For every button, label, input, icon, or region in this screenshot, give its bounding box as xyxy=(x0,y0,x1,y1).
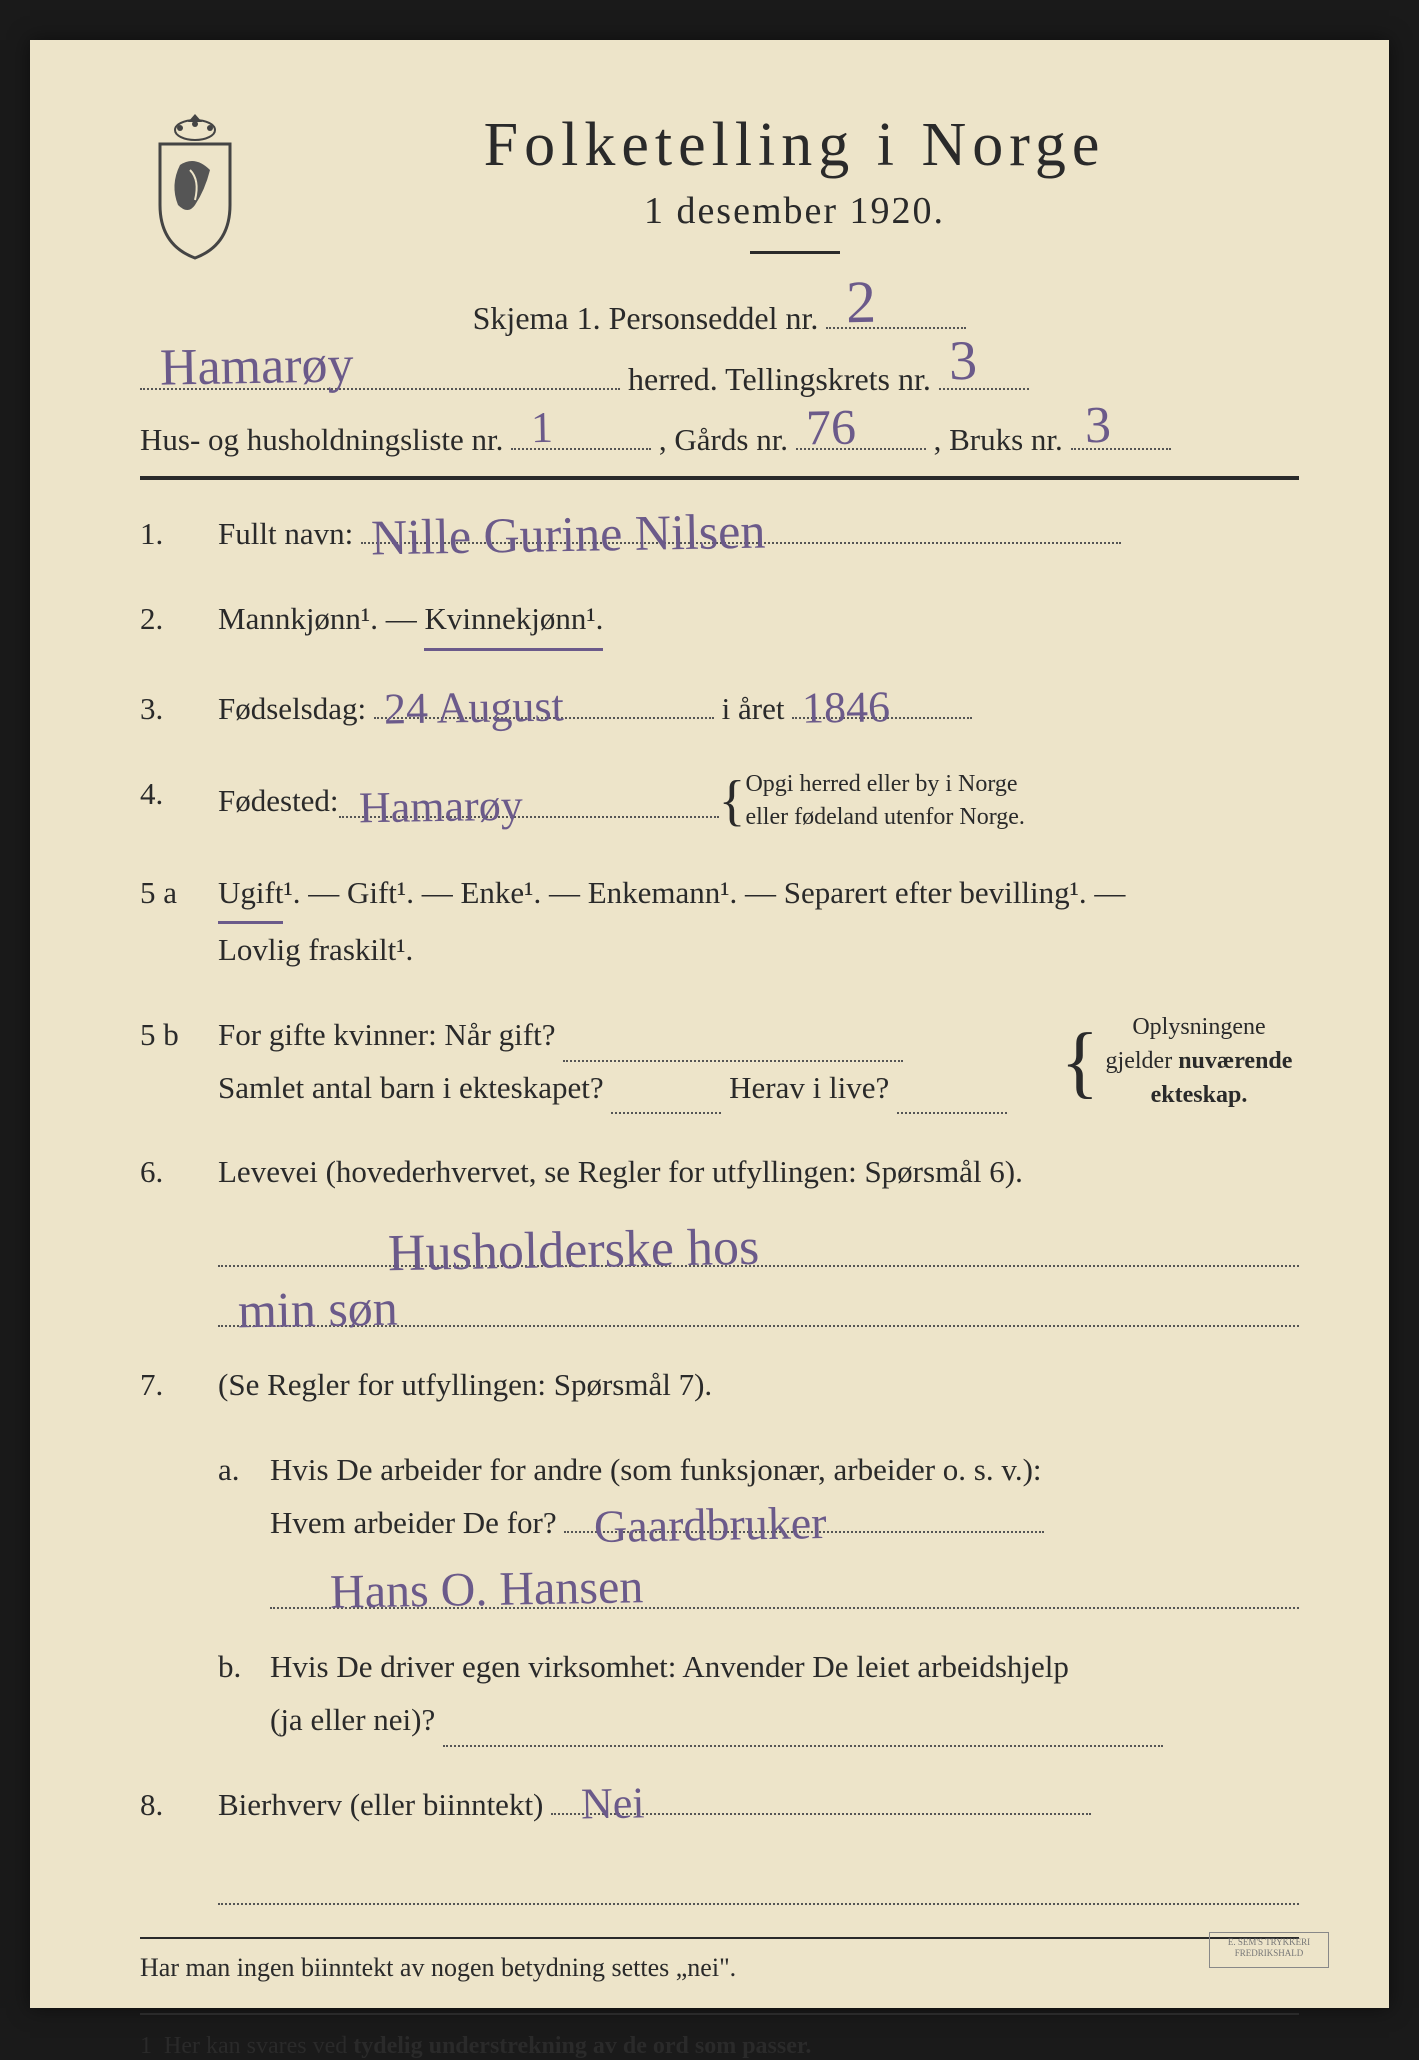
q4-note-l1: Opgi herred eller by i Norge xyxy=(745,771,1017,797)
q5a-selected: Ugift xyxy=(218,867,283,925)
gards-label: , Gårds nr. xyxy=(659,422,788,457)
q8-label: Bierhverv (eller biinntekt) xyxy=(218,1787,543,1822)
q3-num: 3. xyxy=(140,683,200,736)
footer-line1: Har man ingen biinntekt av nogen betydni… xyxy=(140,1953,1299,1983)
q7b-l1: Hvis De driver egen virksomhet: Anvender… xyxy=(270,1649,1069,1684)
q2: 2. Mannkjønn¹. — Kvinnekjønn¹. xyxy=(140,593,1299,651)
bruks-label: , Bruks nr. xyxy=(934,422,1063,457)
q8-value: Nei xyxy=(580,1766,645,1842)
meta-hus-line: Hus- og husholdningsliste nr. 1 , Gårds … xyxy=(140,416,1299,458)
q6: 6. Levevei (hovederhvervet, se Regler fo… xyxy=(140,1146,1299,1327)
q4-num: 4. xyxy=(140,768,200,821)
footer-line2: 1 Her kan svares ved tydelig understrekn… xyxy=(140,2033,1299,2060)
q5b-l2a: Samlet antal barn i ekteskapet? xyxy=(218,1070,604,1105)
q7a: a. Hvis De arbeider for andre (som funks… xyxy=(140,1444,1299,1609)
q4-label: Fødested: xyxy=(218,775,339,828)
title-block: Folketelling i Norge 1 desember 1920. xyxy=(290,110,1299,274)
main-title: Folketelling i Norge xyxy=(290,110,1299,181)
q7: 7. (Se Regler for utfyllingen: Spørsmål … xyxy=(140,1359,1299,1412)
q5b-l2b: Herav i live? xyxy=(729,1070,889,1105)
q5a: 5 a Ugift¹. — Gift¹. — Enke¹. — Enkemann… xyxy=(140,867,1299,977)
herred-value: Hamarøy xyxy=(159,336,353,398)
footer-rule-1 xyxy=(140,1937,1299,1939)
q6-value-l2: min søn xyxy=(237,1266,398,1354)
q5b-body: For gifte kvinner: Når gift? Samlet anta… xyxy=(218,1009,1061,1114)
q4-value: Hamarøy xyxy=(358,769,523,847)
q6-num: 6. xyxy=(140,1146,200,1199)
q1-num: 1. xyxy=(140,508,200,561)
meta-skjema-line: Skjema 1. Personseddel nr. 2 xyxy=(140,294,1299,337)
coat-of-arms-icon xyxy=(140,110,250,260)
q7b: b. Hvis De driver egen virksomhet: Anven… xyxy=(140,1641,1299,1746)
q5b-note-l1: Oplysningene xyxy=(1132,1014,1265,1040)
q5b-note-l2: gjelder nuværende xyxy=(1106,1048,1293,1074)
meta-herred-line: Hamarøy herred. Tellingskrets nr. 3 xyxy=(140,355,1299,398)
q5a-rest: ¹. — Gift¹. — Enke¹. — Enkemann¹. — Sepa… xyxy=(283,875,1125,910)
q5b-note: Oplysningene gjelder nuværende ekteskap. xyxy=(1099,1011,1299,1112)
bruks-nr: 3 xyxy=(1084,396,1111,455)
q4-note-l2: eller fødeland utenfor Norge. xyxy=(745,804,1024,830)
q8-num: 8. xyxy=(140,1779,200,1832)
q4: 4. Fødested: Hamarøy { Opgi herred eller… xyxy=(140,768,1299,835)
q1-label: Fullt navn: xyxy=(218,516,353,551)
q5b: 5 b For gifte kvinner: Når gift? Samlet … xyxy=(140,1009,1299,1114)
personseddel-nr: 2 xyxy=(846,268,877,338)
q3-day: 24 August xyxy=(383,669,564,747)
q4-note: Opgi herred eller by i Norge eller fødel… xyxy=(745,768,1024,835)
q3-mid: i året xyxy=(722,691,785,726)
printer-stamp: E. SEM'S TRYKKERI FREDRIKSHALD xyxy=(1209,1932,1329,1968)
herred-label: herred. Tellingskrets nr. xyxy=(628,361,931,397)
brace-icon: { xyxy=(1061,1030,1099,1094)
subtitle: 1 desember 1920. xyxy=(290,189,1299,233)
q7-label: (Se Regler for utfyllingen: Spørsmål 7). xyxy=(218,1367,712,1402)
section-divider xyxy=(140,476,1299,480)
stamp-l1: E. SEM'S TRYKKERI xyxy=(1228,1937,1310,1947)
hus-prefix: Hus- og husholdningsliste nr. xyxy=(140,422,503,457)
brace-icon: { xyxy=(719,779,746,824)
q2-num: 2. xyxy=(140,593,200,646)
title-divider xyxy=(750,251,840,254)
census-form-page: Folketelling i Norge 1 desember 1920. Sk… xyxy=(30,40,1389,2008)
q2-mann: Mannkjønn¹. — xyxy=(218,601,424,636)
gards-nr: 76 xyxy=(805,398,856,457)
husholdning-nr: 1 xyxy=(531,402,554,453)
q1: 1. Fullt navn: Nille Gurine Nilsen xyxy=(140,508,1299,561)
q5b-note-l3: ekteskap. xyxy=(1151,1082,1248,1108)
q7a-l1: Hvis De arbeider for andre (som funksjon… xyxy=(270,1452,1042,1487)
q1-value: Nille Gurine Nilsen xyxy=(370,489,766,581)
q7a-value-l2: Hans O. Hansen xyxy=(329,1546,644,1633)
q3-year: 1846 xyxy=(802,670,891,746)
tellingskrets-nr: 3 xyxy=(948,329,977,393)
q5b-num: 5 b xyxy=(140,1009,200,1062)
q7a-num: a. xyxy=(218,1444,240,1497)
header: Folketelling i Norge 1 desember 1920. xyxy=(140,110,1299,274)
q7a-l2: Hvem arbeider De for? xyxy=(270,1505,557,1540)
q3-label: Fødselsdag: xyxy=(218,691,366,726)
q5a-line2: Lovlig fraskilt¹. xyxy=(218,932,413,967)
q5b-l1a: For gifte kvinner: Når gift? xyxy=(218,1017,555,1052)
q3: 3. Fødselsdag: 24 August i året 1846 xyxy=(140,683,1299,736)
q7-num: 7. xyxy=(140,1359,200,1412)
q5a-num: 5 a xyxy=(140,867,200,920)
stamp-l2: FREDRIKSHALD xyxy=(1235,1948,1304,1958)
q2-kvinne-selected: Kvinnekjønn¹. xyxy=(424,593,603,651)
footer-rule-2 xyxy=(140,2013,1299,2015)
skjema-label: Skjema 1. Personseddel nr. xyxy=(473,300,819,336)
q8: 8. Bierhverv (eller biinntekt) Nei xyxy=(140,1779,1299,1906)
q7b-num: b. xyxy=(218,1641,241,1694)
q7b-l2: (ja eller nei)? xyxy=(270,1702,435,1737)
q6-label: Levevei (hovederhvervet, se Regler for u… xyxy=(218,1154,1023,1189)
